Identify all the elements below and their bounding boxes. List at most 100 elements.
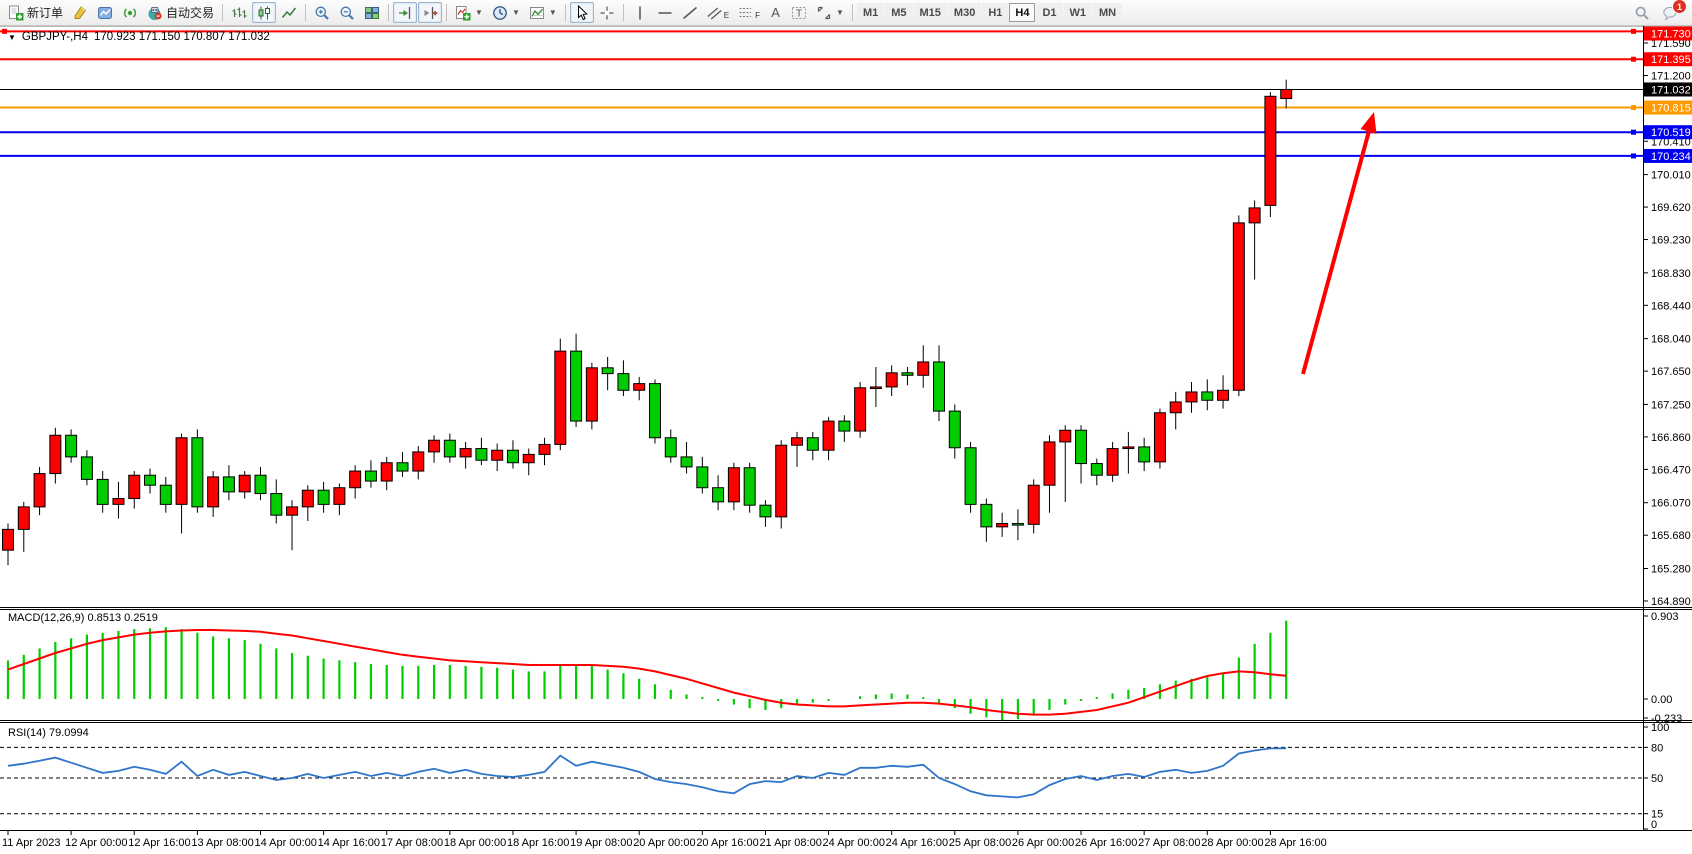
auto-scroll-button[interactable] [393, 2, 418, 23]
text-label-icon: T [791, 5, 807, 21]
tab-m15[interactable]: M15 [913, 3, 947, 22]
open-chart-button[interactable] [93, 2, 117, 23]
svg-text:171.032: 171.032 [1651, 84, 1691, 96]
clock-icon [492, 5, 508, 21]
horizontal-line-icon [657, 5, 673, 21]
fibonacci-label: F [755, 11, 761, 20]
tab-h1[interactable]: H1 [982, 3, 1009, 22]
trendline-button[interactable] [678, 2, 702, 23]
line-chart-button[interactable] [277, 2, 301, 23]
svg-text:12 Apr 16:00: 12 Apr 16:00 [128, 837, 190, 849]
svg-text:0.903: 0.903 [1651, 611, 1679, 623]
svg-text:168.040: 168.040 [1651, 334, 1691, 346]
cursor-icon [574, 4, 590, 21]
chevron-down-icon: ▼ [8, 32, 16, 42]
text-label-button[interactable]: T [787, 2, 811, 23]
rsi-indicator-label: RSI(14) 79.0994 [8, 727, 89, 739]
channel-button[interactable]: E [703, 2, 733, 23]
zoom-in-button[interactable] [310, 2, 334, 23]
arrows-button[interactable]: ▼ [812, 2, 848, 23]
svg-text:26 Apr 00:00: 26 Apr 00:00 [1012, 837, 1074, 849]
search-button[interactable] [1630, 2, 1654, 23]
svg-text:165.680: 165.680 [1651, 530, 1691, 542]
tab-d1[interactable]: D1 [1036, 3, 1063, 22]
svg-text:15: 15 [1651, 809, 1663, 821]
styler-icon [72, 5, 88, 21]
notification-badge: 1 [1672, 0, 1687, 14]
new-order-label: 新订单 [27, 6, 64, 20]
vline-button[interactable] [628, 2, 652, 23]
svg-text:T: T [796, 8, 802, 19]
indicators-button[interactable]: ▼ [451, 2, 487, 23]
zoom-in-icon [314, 5, 330, 21]
svg-text:164.890: 164.890 [1651, 596, 1691, 608]
signal-icon [122, 5, 138, 21]
tab-w1[interactable]: W1 [1063, 3, 1093, 22]
text-button[interactable]: A [765, 2, 786, 23]
svg-text:165.280: 165.280 [1651, 563, 1691, 575]
trendline-icon [682, 5, 698, 21]
periods-button[interactable]: ▼ [488, 2, 524, 23]
styler-button[interactable] [68, 2, 92, 23]
tab-h4[interactable]: H4 [1009, 3, 1036, 22]
svg-text:24 Apr 00:00: 24 Apr 00:00 [823, 837, 885, 849]
cursor-button[interactable] [569, 2, 594, 23]
autotrade-button[interactable]: 自动交易 [143, 2, 218, 23]
toolbar-separator [388, 4, 390, 21]
notifications-button[interactable]: 1 [1658, 0, 1687, 23]
new-order-icon [8, 5, 24, 21]
tab-m30[interactable]: M30 [947, 3, 982, 22]
bar-chart-button[interactable] [227, 2, 251, 23]
svg-text:19 Apr 08:00: 19 Apr 08:00 [570, 837, 632, 849]
svg-text:169.620: 169.620 [1651, 202, 1691, 214]
fibonacci-icon [738, 5, 754, 21]
autotrade-label: 自动交易 [166, 6, 215, 20]
chevron-down-icon: ▼ [475, 8, 483, 17]
toolbar-separator [564, 4, 566, 21]
svg-text:20 Apr 16:00: 20 Apr 16:00 [696, 837, 758, 849]
template-icon [529, 5, 545, 21]
svg-text:100: 100 [1651, 722, 1669, 734]
chevron-down-icon: ▼ [511, 8, 520, 17]
tile-windows-button[interactable] [360, 2, 384, 23]
vertical-line-icon [632, 5, 648, 21]
crosshair-icon [599, 5, 615, 21]
candlestick-chart-button[interactable] [252, 2, 277, 23]
svg-text:167.650: 167.650 [1651, 366, 1691, 378]
crosshair-button[interactable] [595, 2, 619, 23]
zoom-out-icon [339, 5, 355, 21]
symbol-title: GBPJPY-,H4 [21, 31, 88, 43]
svg-text:166.070: 166.070 [1651, 498, 1691, 510]
templates-button[interactable]: ▼ [525, 2, 561, 23]
tab-mn[interactable]: MN [1093, 3, 1123, 22]
hline-button[interactable] [653, 2, 677, 23]
svg-text:21 Apr 08:00: 21 Apr 08:00 [759, 837, 821, 849]
toolbar-separator [446, 4, 448, 21]
svg-text:0.00: 0.00 [1651, 694, 1672, 706]
channel-icon [707, 5, 723, 21]
toolbar-separator [222, 4, 224, 21]
chart-title[interactable]: ▼ GBPJPY-,H4 170.923 171.150 170.807 171… [8, 31, 270, 43]
fibonacci-button[interactable]: F [734, 2, 764, 23]
ohlc-values: 170.923 171.150 170.807 171.032 [93, 31, 270, 43]
svg-text:170.519: 170.519 [1651, 127, 1691, 139]
svg-text:18 Apr 00:00: 18 Apr 00:00 [444, 837, 506, 849]
indicators-icon [455, 5, 471, 21]
signals-button[interactable] [118, 2, 142, 23]
chart-shift-icon [422, 5, 438, 21]
svg-text:0: 0 [1651, 819, 1657, 831]
search-icon [1634, 5, 1650, 21]
tab-m5[interactable]: M5 [885, 3, 913, 22]
chevron-down-icon: ▼ [548, 8, 557, 17]
tab-m1[interactable]: M1 [856, 3, 885, 22]
svg-text:170.410: 170.410 [1651, 136, 1691, 148]
new-order-button[interactable]: 新订单 [4, 2, 67, 23]
toolbar-separator [622, 4, 624, 21]
arrows-icon [816, 5, 832, 21]
svg-text:167.250: 167.250 [1651, 399, 1691, 411]
toolbar: 新订单 自动交易 [0, 0, 1692, 26]
chart-shift-button[interactable] [418, 2, 443, 23]
zoom-out-button[interactable] [335, 2, 359, 23]
auto-scroll-icon [397, 5, 413, 21]
